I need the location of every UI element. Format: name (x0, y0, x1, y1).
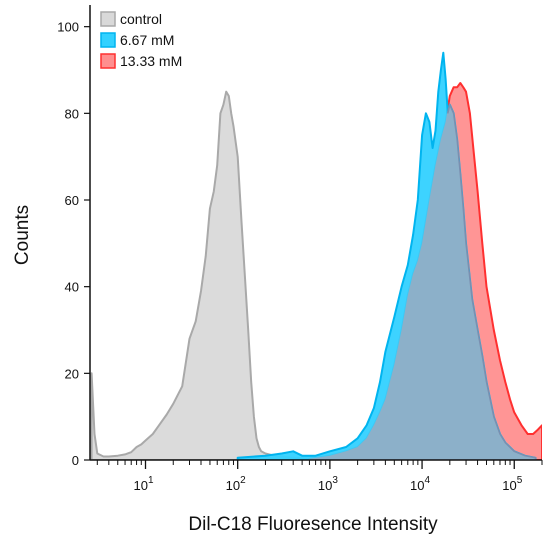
x-tick-label: 103 (318, 475, 338, 493)
y-tick-layer: 0 20 40 60 80 100 (57, 20, 90, 468)
y-tick-label: 0 (72, 453, 79, 468)
legend-swatch (100, 53, 116, 69)
legend-label: 13.33 mM (120, 53, 182, 69)
x-tick-label: 102 (226, 475, 246, 493)
y-tick-label: 100 (57, 20, 79, 35)
legend-item-control: control (100, 11, 162, 27)
legend: control 6.67 mM 13.33 mM (100, 11, 182, 69)
legend-swatch (100, 11, 116, 27)
legend-item-6-67-mm: 6.67 mM (100, 32, 174, 48)
x-axis-title: Dil-C18 Fluoresence Intensity (188, 514, 438, 535)
y-tick-label: 80 (65, 106, 79, 121)
legend-swatch (100, 32, 116, 48)
x-tick-layer: 101 102 103 104 105 (96, 460, 543, 493)
legend-label: control (120, 11, 162, 27)
series-layer (90, 51, 542, 460)
x-tick-label: 104 (410, 475, 430, 493)
x-tick-label: 105 (502, 475, 522, 493)
series-control-area (90, 90, 331, 460)
legend-label: 6.67 mM (120, 32, 174, 48)
x-tick-label: 101 (133, 475, 153, 493)
y-axis-title: Counts (12, 205, 33, 265)
y-tick-label: 60 (65, 193, 79, 208)
legend-item-13-33-mm: 13.33 mM (100, 53, 182, 69)
y-tick-label: 40 (65, 280, 79, 295)
y-tick-label: 20 (65, 366, 79, 381)
